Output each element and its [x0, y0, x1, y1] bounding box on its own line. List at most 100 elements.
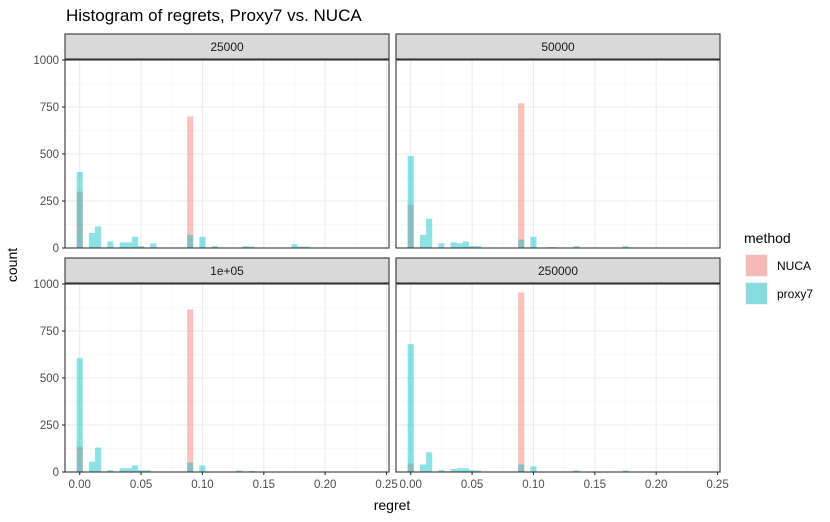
histogram-bar-proxy7: [150, 243, 157, 248]
legend-key-background: [745, 282, 768, 305]
histogram-bar-proxy7: [138, 246, 145, 248]
histogram-bar-proxy7: [119, 468, 126, 472]
histogram-bar-proxy7: [236, 470, 243, 472]
legend-item: proxy7: [745, 282, 813, 305]
facet-panels: 2500002505007501000500001e+0502505007501…: [33, 33, 729, 491]
histogram-bar-proxy7: [187, 462, 194, 472]
facet-panel: 250000 0.00 0.05 0.10 0.15 0.20 0.25: [395, 257, 729, 491]
histogram-bar-nuca: [518, 103, 525, 249]
histogram-bar-proxy7: [407, 344, 414, 472]
legend: method NUCA proxy7: [744, 230, 813, 305]
facet-strip-label: 1e+05: [210, 264, 244, 278]
facet-strip-label: 250000: [538, 264, 578, 278]
histogram-bar-proxy7: [456, 243, 463, 248]
x-tick-label: 0.20: [314, 479, 336, 491]
x-tick-label: 0.25: [375, 479, 397, 491]
histogram-bar-proxy7: [144, 470, 151, 472]
histogram-bar-proxy7: [456, 468, 463, 472]
y-tick-label: 500: [40, 373, 59, 385]
histogram-bar-proxy7: [419, 234, 427, 248]
histogram-bar-proxy7: [107, 241, 114, 248]
histogram-bar-proxy7: [131, 465, 139, 472]
histogram-bar-proxy7: [622, 470, 629, 472]
panel-border: [395, 59, 721, 249]
histogram-bar-proxy7: [297, 246, 304, 248]
x-tick-label: 0.15: [253, 479, 275, 491]
y-tick-label: 0: [53, 243, 59, 255]
y-tick-label: 0: [53, 467, 59, 479]
y-tick-label: 1000: [33, 279, 59, 291]
y-tick-label: 250: [40, 420, 59, 432]
legend-key-background: [745, 254, 768, 277]
histogram-bar-proxy7: [475, 246, 482, 248]
x-axis-title: regret: [374, 497, 411, 513]
y-tick-label: 500: [40, 149, 59, 161]
histogram-bar-proxy7: [88, 232, 96, 248]
histogram-bar-nuca: [187, 116, 194, 249]
histogram-bar-proxy7: [518, 464, 525, 472]
legend-label: NUCA: [777, 259, 811, 273]
x-tick-label: 0.15: [584, 479, 606, 491]
histogram-bar-proxy7: [407, 155, 414, 248]
histogram-bar-nuca: [407, 463, 414, 472]
histogram-bar-proxy7: [573, 246, 580, 248]
histogram-bar-nuca: [76, 446, 83, 472]
x-tick-label: 0.10: [191, 479, 213, 491]
histogram-bar-nuca: [407, 204, 414, 248]
histogram-bar-proxy7: [187, 234, 194, 248]
legend-key-proxy7: [746, 283, 767, 304]
histogram-bar-proxy7: [419, 464, 427, 472]
facet-strip: [395, 257, 721, 284]
histogram-bar-proxy7: [303, 246, 310, 248]
legend-title: method: [744, 230, 791, 246]
histogram-bar-proxy7: [88, 461, 96, 472]
x-tick-label: 0.20: [645, 479, 667, 491]
histogram-bar-proxy7: [573, 470, 580, 472]
x-tick-label: 0.25: [706, 479, 728, 491]
histogram-bar-proxy7: [462, 468, 470, 472]
histogram-bar-proxy7: [622, 246, 629, 248]
facet-panel: 1e+05 0 250 500 750 1000 0.00 0.05 0.10 0.15 0.20 0…: [33, 257, 398, 491]
histogram-bar-proxy7: [125, 468, 132, 472]
histogram-bar-proxy7: [438, 470, 445, 472]
histogram-bar-proxy7: [131, 236, 139, 248]
histogram-bar-proxy7: [291, 244, 298, 248]
facet-strip-label: 50000: [541, 40, 575, 54]
histogram-bar-proxy7: [211, 246, 218, 248]
y-tick-label: 1000: [33, 55, 59, 67]
facet-strip-label: 25000: [210, 40, 244, 54]
histogram-bar-proxy7: [199, 465, 206, 472]
histogram-bar-proxy7: [530, 236, 537, 248]
histogram-bar-proxy7: [95, 447, 102, 472]
x-tick-label: 0.00: [400, 479, 422, 491]
histogram-bar-proxy7: [475, 470, 482, 472]
histogram-bar-proxy7: [107, 470, 114, 472]
histogram-bar-proxy7: [199, 236, 206, 248]
histogram-bar-proxy7: [95, 226, 102, 248]
histogram-bar-proxy7: [518, 239, 525, 248]
facet-panel: 50000: [395, 33, 721, 249]
histogram-bar-proxy7: [462, 241, 470, 248]
panel-border: [395, 283, 721, 473]
legend-label: proxy7: [777, 287, 813, 301]
x-tick-label: 0.10: [522, 479, 544, 491]
histogram-bar-proxy7: [438, 243, 445, 248]
histogram-bar-proxy7: [76, 171, 83, 248]
y-tick-label: 250: [40, 196, 59, 208]
histogram-bar-proxy7: [469, 470, 476, 472]
histogram-bar-nuca: [518, 292, 525, 472]
y-tick-label: 750: [40, 102, 59, 114]
histogram-bar-proxy7: [450, 469, 457, 472]
histogram-bar-nuca: [76, 191, 83, 248]
histogram-bar-proxy7: [426, 218, 433, 248]
x-tick-label: 0.05: [130, 479, 152, 491]
legend-item: NUCA: [745, 254, 811, 277]
facet-strip: [64, 33, 390, 60]
histogram-bar-proxy7: [530, 466, 537, 472]
y-tick-label: 750: [40, 326, 59, 338]
histogram-bar-proxy7: [242, 246, 249, 248]
histogram-bar-proxy7: [450, 242, 457, 248]
chart-title: Histogram of regrets, Proxy7 vs. NUCA: [66, 6, 362, 25]
histogram-bar-proxy7: [248, 246, 255, 248]
